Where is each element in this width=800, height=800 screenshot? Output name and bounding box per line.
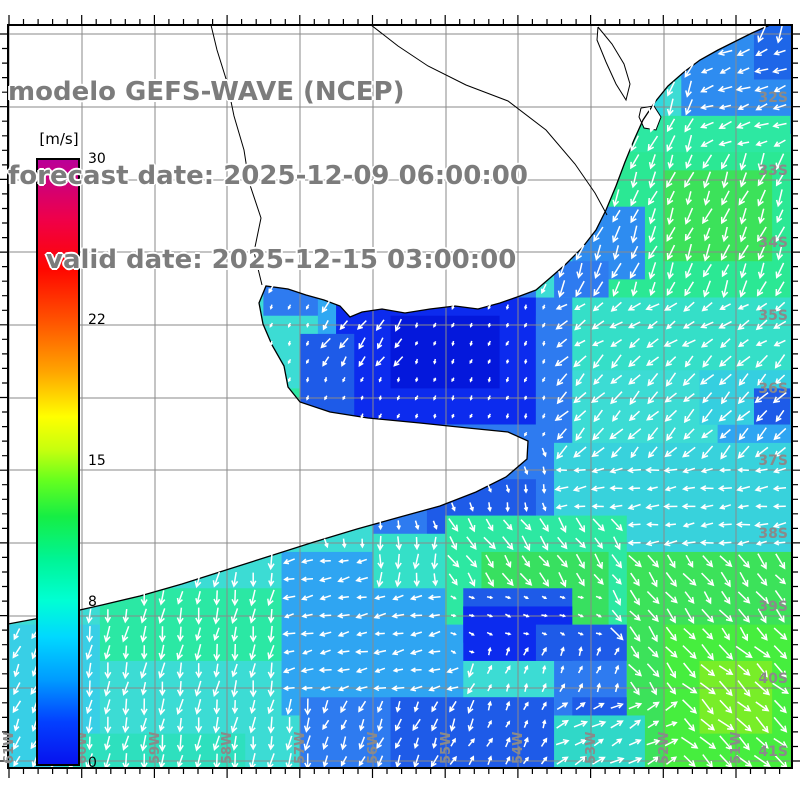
colorbar-unit-label: [m/s] [39, 130, 79, 148]
map-layers [8, 25, 792, 768]
lat-label: 35S [758, 308, 788, 324]
colorbar-tick-label: 15 [88, 453, 106, 469]
coastline [8, 25, 771, 625]
lon-label: 58W [220, 732, 235, 764]
colorbar-tick-label: 22 [88, 312, 106, 329]
lat-label: 32S [758, 90, 788, 106]
wave-height-cell [99, 588, 282, 661]
wave-height-cell [63, 733, 246, 768]
lon-label: 54W [511, 732, 526, 764]
colorbar-gradient [36, 158, 80, 766]
lat-label: 37S [758, 453, 788, 469]
wind-arrows [12, 25, 790, 768]
lagoon-outline [638, 105, 662, 131]
lagoon-outline [596, 26, 631, 102]
colorbar-tick-label: 8 [88, 593, 97, 610]
lat-label: 39S [758, 599, 788, 615]
lat-label: 34S [758, 235, 788, 251]
land-area [8, 25, 770, 624]
lon-label: 56W [366, 732, 381, 764]
country-border [370, 25, 608, 216]
frame-ticks [0, 15, 800, 778]
lon-label: 57W [293, 732, 308, 764]
lon-label: 53W [584, 732, 599, 764]
lat-label: 38S [758, 526, 788, 542]
lat-label: 33S [758, 163, 788, 179]
lon-label: 52W [657, 732, 672, 764]
map-frame [7, 24, 793, 769]
lat-label: 40S [758, 671, 788, 687]
lon-label: 55W [439, 732, 454, 764]
lat-label: 36S [758, 381, 788, 397]
lon-label: 59W [148, 732, 163, 764]
lon-label: 51W [729, 732, 744, 764]
wave-height-cell [663, 170, 773, 262]
lat-label: 41S [758, 744, 788, 760]
wave-height-cell [535, 297, 573, 443]
colorbar-tick-label: 0 [88, 755, 97, 771]
colorbar-tick-label: 30 [88, 151, 106, 167]
country-border [210, 25, 263, 286]
wave-height-cell [390, 315, 500, 389]
lon-label: 61W [2, 732, 17, 764]
